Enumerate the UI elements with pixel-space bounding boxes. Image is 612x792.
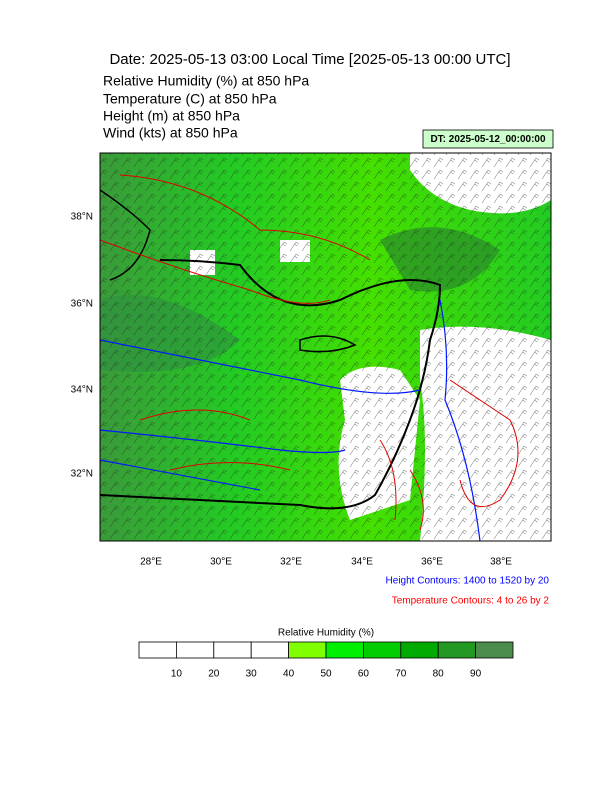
colorbar-box bbox=[250, 641, 289, 659]
colorbar-box bbox=[288, 641, 327, 659]
map bbox=[100, 153, 551, 541]
dt-label: DT: 2025-05-12_00:00:00 bbox=[430, 134, 546, 145]
lon-label: 30°E bbox=[210, 557, 232, 568]
colorbar-box bbox=[213, 641, 252, 659]
subtitle: Relative Humidity (%) at 850 hPa Tempera… bbox=[103, 73, 309, 141]
colorbar-label: 60 bbox=[358, 669, 370, 680]
lon-label: 36°E bbox=[421, 557, 443, 568]
colorbar bbox=[138, 641, 514, 659]
colorbar-box bbox=[437, 641, 477, 659]
lat-label: 34°N bbox=[71, 385, 93, 396]
colorbar-box bbox=[400, 641, 439, 659]
lon-labels: 28°E 30°E 32°E 34°E 36°E 38°E bbox=[140, 557, 512, 568]
colorbar-label: 30 bbox=[246, 669, 258, 680]
colorbar-label: 40 bbox=[283, 669, 295, 680]
colorbar-label: 20 bbox=[208, 669, 220, 680]
colorbar-box bbox=[475, 641, 514, 659]
map-frame bbox=[99, 152, 552, 542]
colorbar-label: 80 bbox=[433, 669, 445, 680]
colorbar-title: Relative Humidity (%) bbox=[278, 628, 374, 639]
colorbar-box bbox=[138, 641, 177, 659]
colorbar-label: 10 bbox=[171, 669, 183, 680]
lon-label: 28°E bbox=[140, 557, 162, 568]
lon-label: 32°E bbox=[280, 557, 302, 568]
dt-box bbox=[422, 129, 554, 149]
temperature-note: Temperature Contours: 4 to 26 by 2 bbox=[392, 596, 550, 607]
subtitle-line: Relative Humidity (%) at 850 hPa bbox=[103, 73, 309, 89]
colorbar-box bbox=[325, 641, 364, 659]
lat-label: 38°N bbox=[71, 212, 93, 223]
lat-labels: 38°N 36°N 34°N 32°N bbox=[71, 212, 93, 480]
subtitle-line: Height (m) at 850 hPa bbox=[103, 108, 240, 124]
title: Date: 2025-05-13 03:00 Local Time [2025-… bbox=[109, 51, 510, 68]
lat-label: 32°N bbox=[71, 469, 93, 480]
colorbar-box bbox=[175, 641, 215, 659]
lon-label: 34°E bbox=[351, 557, 373, 568]
colorbar-label: 90 bbox=[470, 669, 482, 680]
lat-label: 36°N bbox=[71, 299, 93, 310]
subtitle-line: Wind (kts) at 850 hPa bbox=[103, 125, 238, 141]
subtitle-line: Temperature (C) at 850 hPa bbox=[103, 91, 277, 107]
colorbar-box bbox=[362, 641, 402, 659]
height-note: Height Contours: 1400 to 1520 by 20 bbox=[386, 576, 550, 587]
lon-label: 38°E bbox=[490, 557, 512, 568]
colorbar-label: 70 bbox=[395, 669, 407, 680]
colorbar-labels: 10 20 30 40 50 60 70 80 90 bbox=[171, 669, 482, 680]
colorbar-label: 50 bbox=[320, 669, 332, 680]
